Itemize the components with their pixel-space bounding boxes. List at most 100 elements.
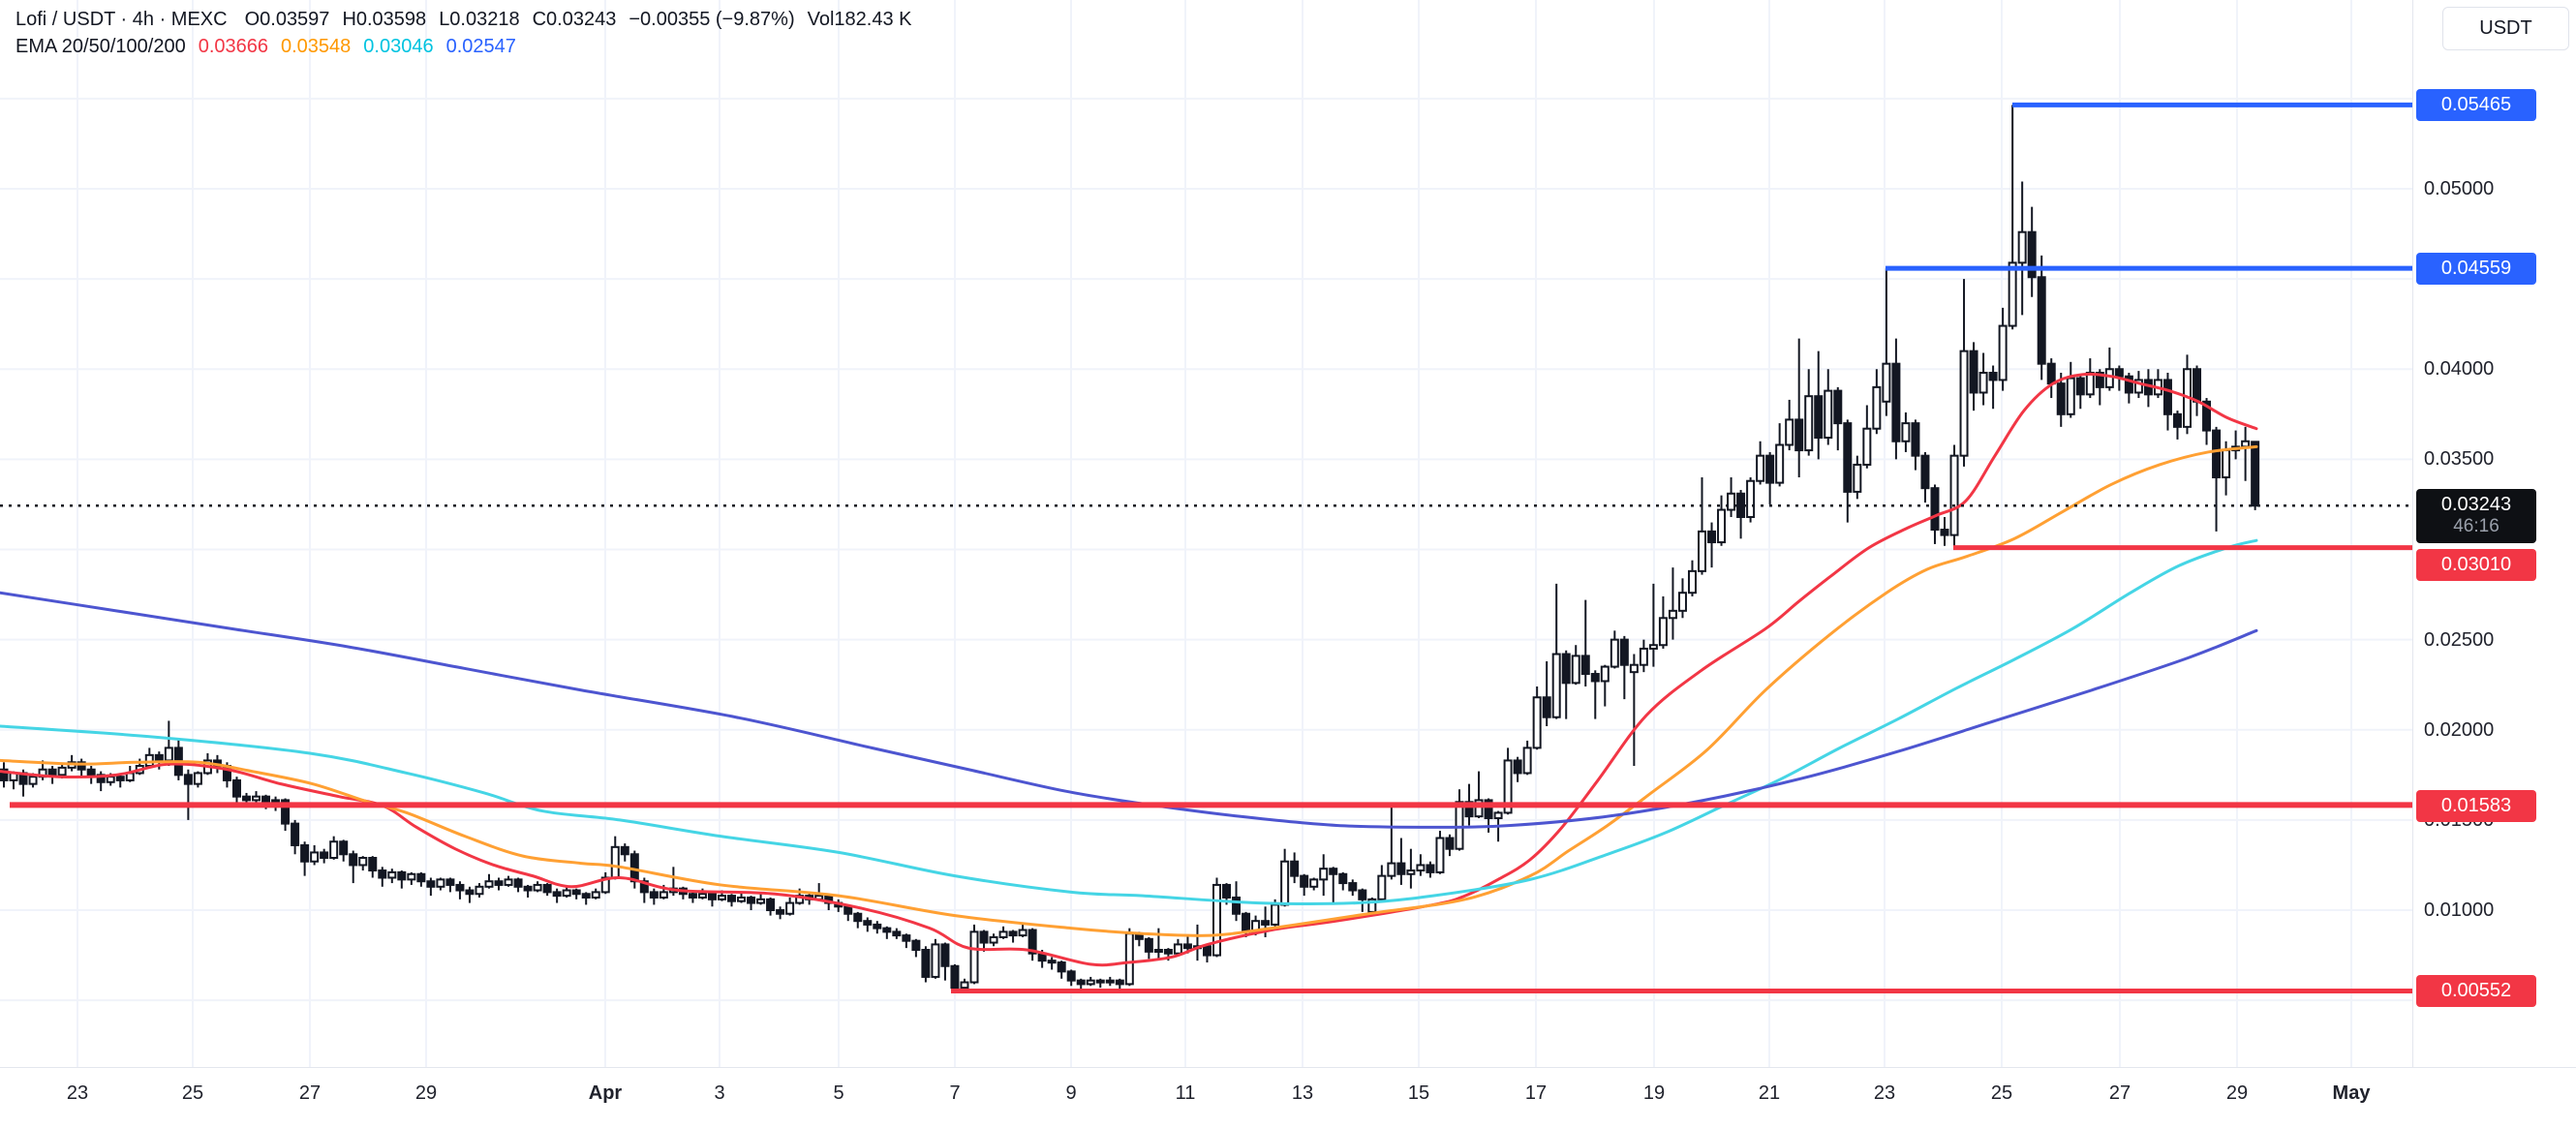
candle-body [1698, 530, 1706, 572]
change-value: −0.00355 (−9.87%) [629, 8, 795, 30]
candle-down [2212, 426, 2222, 532]
candle-down [349, 850, 358, 884]
candle-body [843, 905, 853, 915]
candle-down [921, 946, 931, 983]
candle-body [1872, 385, 1882, 430]
candle-up [1949, 444, 1959, 548]
ema-indicator-label[interactable]: EMA 20/50/100/200 [15, 35, 186, 57]
candle-body [600, 876, 610, 894]
candle-body [2056, 382, 2066, 415]
candle-down [571, 888, 581, 899]
time-label-25: 25 [1990, 1082, 2013, 1104]
candle-body [504, 878, 513, 886]
candle-down [1358, 888, 1367, 912]
candle-body [1561, 653, 1571, 685]
time-axis[interactable]: 23 25 27 29 Apr 3 5 7 9 11 13 15 17 19 21 23 25 27 29 May [0, 1067, 2576, 1128]
candle-up [252, 791, 261, 805]
candle-body [1095, 979, 1105, 984]
candle-up [1551, 583, 1561, 719]
candle-body [1532, 696, 1542, 749]
candle-up [1124, 928, 1134, 987]
candle-body [523, 885, 533, 892]
candle-body [1115, 979, 1124, 986]
candle-body [310, 851, 320, 863]
candle-down [2124, 372, 2133, 404]
candle-body [1348, 882, 1358, 892]
ema-line-200[interactable] [0, 591, 2258, 829]
ema-line-20[interactable] [0, 372, 2258, 967]
ema-value-20: 0.03666 [198, 35, 268, 57]
candle-body [1124, 932, 1134, 986]
time-label-27: 27 [298, 1082, 322, 1104]
candle-body [1727, 492, 1736, 511]
candle-body [1163, 948, 1173, 955]
candle-down [77, 758, 86, 777]
candle-body [649, 891, 659, 899]
ema-indicator-row[interactable]: EMA 20/50/100/200 0.03666 0.03548 0.0304… [15, 33, 924, 60]
candle-up [533, 881, 542, 893]
candle-down [1920, 451, 1930, 503]
ohlc-close: C0.03243 [532, 8, 617, 30]
candle-body [1280, 860, 1290, 906]
candle-up [2241, 426, 2251, 481]
candle-down [513, 877, 523, 893]
candle-up [1639, 639, 1648, 673]
candle-down [727, 894, 736, 907]
candle-body [853, 912, 863, 923]
price-label-0.02000: 0.02000 [2424, 718, 2495, 741]
candle-down [581, 892, 591, 905]
candle-body [1687, 569, 1697, 594]
candle-body [1435, 837, 1445, 873]
candle-down [2056, 372, 2066, 427]
ema-line-100[interactable] [0, 538, 2258, 905]
candle-up [1474, 771, 1484, 819]
candle-body [940, 943, 950, 967]
candle-body [1756, 454, 1765, 482]
candle-body [688, 893, 697, 899]
ema-line-50[interactable] [0, 444, 2258, 937]
candle-body [552, 891, 562, 898]
candle-body [242, 795, 251, 802]
candle-down [86, 766, 96, 784]
candle-body [756, 898, 766, 904]
candle-body [2133, 379, 2143, 394]
candle-up [1387, 804, 1396, 880]
candle-up [2104, 347, 2114, 391]
time-label-23: 23 [1873, 1082, 1896, 1104]
symbol-row[interactable]: Lofi / USDT · 4h · MEXC O0.03597 H0.0359… [15, 6, 924, 33]
level-price-badge: 0.05465 [2416, 88, 2536, 121]
candle-body [407, 872, 416, 881]
candle-body [436, 878, 445, 888]
candle-body [2251, 441, 2260, 507]
candle-down [1290, 852, 1300, 884]
candle-body [2222, 449, 2231, 479]
candle-down [2075, 374, 2085, 410]
currency-toggle-button[interactable]: USDT [2442, 7, 2569, 50]
candle-up [1648, 583, 1658, 667]
candle-body [1978, 371, 1988, 394]
candle-up [1746, 477, 1756, 523]
candle-down [678, 886, 688, 899]
candle-up [310, 844, 320, 866]
candle-body [1222, 883, 1232, 899]
symbol-title[interactable]: Lofi / USDT · 4h · MEXC [15, 8, 228, 30]
ema-value-50: 0.03548 [281, 35, 352, 57]
candle-up [1406, 848, 1416, 889]
ohlc-open: O0.03597 [244, 8, 330, 30]
candle-body [1677, 592, 1687, 612]
candle-up [785, 897, 795, 916]
candle-body [873, 923, 882, 930]
candle-body [2212, 429, 2222, 479]
price-axis[interactable]: 0.050000.045000.040000.035000.025000.020… [2412, 0, 2576, 1067]
candle-body [115, 776, 125, 781]
candle-up [1018, 924, 1027, 937]
candle-up [1600, 664, 1610, 707]
candle-body [998, 930, 1008, 938]
candle-body [261, 795, 271, 804]
price-badge-value: 0.04559 [2440, 257, 2512, 279]
candle-down [47, 766, 57, 784]
candle-body [106, 776, 115, 783]
candle-body [2162, 379, 2172, 415]
candle-up [504, 875, 513, 887]
